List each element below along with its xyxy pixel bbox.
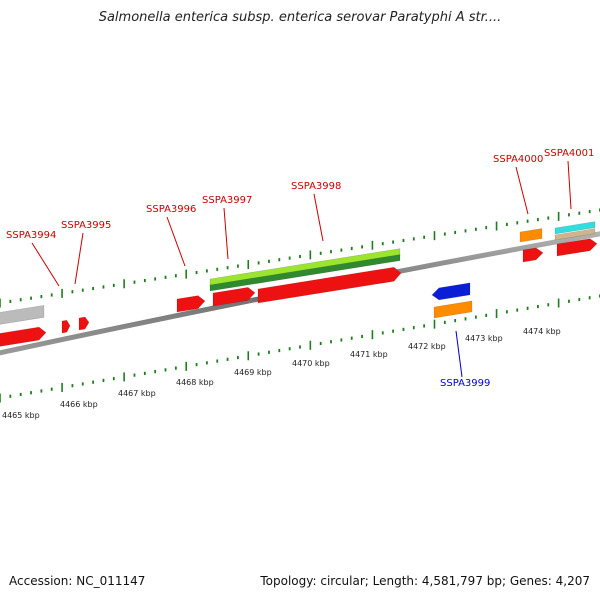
accession-text: Accession: NC_011147 xyxy=(9,574,146,588)
rna-feature xyxy=(519,228,543,243)
kbp-label: 4471 kbp xyxy=(350,350,388,359)
label-leader-lines xyxy=(31,160,572,378)
kbp-label: 4469 kbp xyxy=(234,368,272,377)
kbp-label: 4474 kbp xyxy=(523,327,561,336)
cds-arrow xyxy=(78,316,90,331)
gene-label-layer: SSPA3994 SSPA3995 SSPA3996 SSPA3997 SSPA3998… xyxy=(6,148,594,389)
gene-leader-line xyxy=(313,193,324,242)
gene-label: SSPA3997 xyxy=(202,195,252,206)
rna-feature xyxy=(433,300,473,319)
gene-label: SSPA4001 xyxy=(544,148,594,159)
feature-layer xyxy=(0,221,598,347)
cds-arrow xyxy=(61,319,71,334)
gene-label: SSPA3999 xyxy=(440,378,490,389)
kbp-label-layer: 4465 kbp 4466 kbp 4467 kbp 4468 kbp 4469 kbp… xyxy=(2,327,561,420)
gene-bar-dark xyxy=(209,254,401,292)
gene-label: SSPA4000 xyxy=(493,154,543,165)
genome-summary-text: Topology: circular; Length: 4,581,797 bp… xyxy=(260,574,590,588)
gene-leader-line xyxy=(166,216,186,267)
reverse-cds-arrow xyxy=(431,282,471,301)
gene-label: SSPA3995 xyxy=(61,220,111,231)
cds-arrow xyxy=(556,238,598,257)
misc-feature-tan xyxy=(554,228,596,241)
gene-label: SSPA3994 xyxy=(6,230,56,241)
gene-leader-line xyxy=(74,232,84,285)
gene-label: SSPA3996 xyxy=(146,204,196,215)
reverse-tick-track xyxy=(0,294,600,403)
cds-arrow xyxy=(176,295,206,313)
cds-arrow xyxy=(522,247,544,263)
forward-tick-track xyxy=(0,208,600,308)
gene-leader-line xyxy=(567,160,572,210)
misc-feature-cyan xyxy=(554,221,596,235)
kbp-label: 4468 kbp xyxy=(176,378,214,387)
kbp-label: 4467 kbp xyxy=(118,389,156,398)
kbp-label: 4472 kbp xyxy=(408,342,446,351)
map-title: Salmonella enterica subsp. enterica sero… xyxy=(98,10,502,25)
kbp-label: 4473 kbp xyxy=(465,334,503,343)
kbp-label: 4466 kbp xyxy=(60,400,98,409)
cds-arrow xyxy=(212,287,256,307)
kbp-label: 4470 kbp xyxy=(292,359,330,368)
gene-leader-line xyxy=(455,330,463,378)
kbp-label: 4465 kbp xyxy=(2,411,40,420)
gene-leader-line xyxy=(31,242,60,287)
cds-arrow xyxy=(0,326,47,347)
misc-feature-bar xyxy=(0,304,45,325)
gene-leader-line xyxy=(223,207,229,260)
gene-label: SSPA3998 xyxy=(291,181,341,192)
gene-leader-line xyxy=(515,166,529,215)
cds-arrow xyxy=(257,266,402,304)
